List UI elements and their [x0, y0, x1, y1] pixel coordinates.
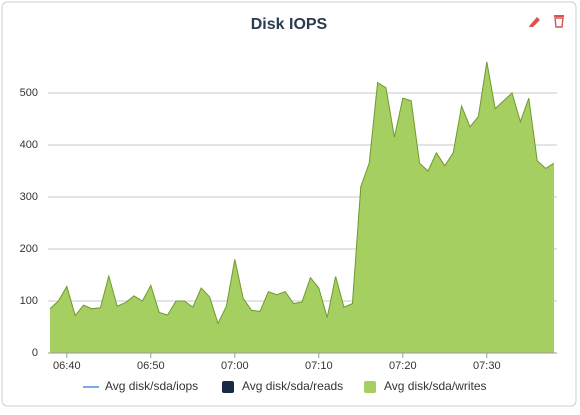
y-tick-label: 500	[20, 87, 38, 99]
y-tick-label: 300	[20, 191, 38, 203]
legend-label: Avg disk/sda/reads	[242, 379, 343, 393]
edit-icon[interactable]	[529, 17, 540, 27]
legend-symbol	[364, 381, 376, 393]
x-tick-label: 07:30	[473, 360, 501, 372]
area-outline	[49, 61, 555, 325]
chart-title: Disk IOPS	[251, 16, 328, 33]
legend-label: Avg disk/sda/iops	[105, 379, 198, 393]
x-tick-label: 06:40	[53, 360, 81, 372]
delete-icon[interactable]	[554, 15, 564, 28]
legend-symbol	[222, 381, 234, 393]
y-tick-label: 100	[20, 295, 38, 307]
x-tick-label: 07:20	[389, 360, 417, 372]
y-tick-label: 0	[32, 347, 38, 359]
y-tick-label: 400	[20, 139, 38, 151]
x-tick-label: 06:50	[137, 360, 165, 372]
legend-label: Avg disk/sda/writes	[384, 379, 487, 393]
area	[50, 61, 554, 354]
y-tick-label: 200	[20, 243, 38, 255]
x-tick-label: 07:00	[221, 360, 249, 372]
x-tick-label: 07:10	[305, 360, 333, 372]
